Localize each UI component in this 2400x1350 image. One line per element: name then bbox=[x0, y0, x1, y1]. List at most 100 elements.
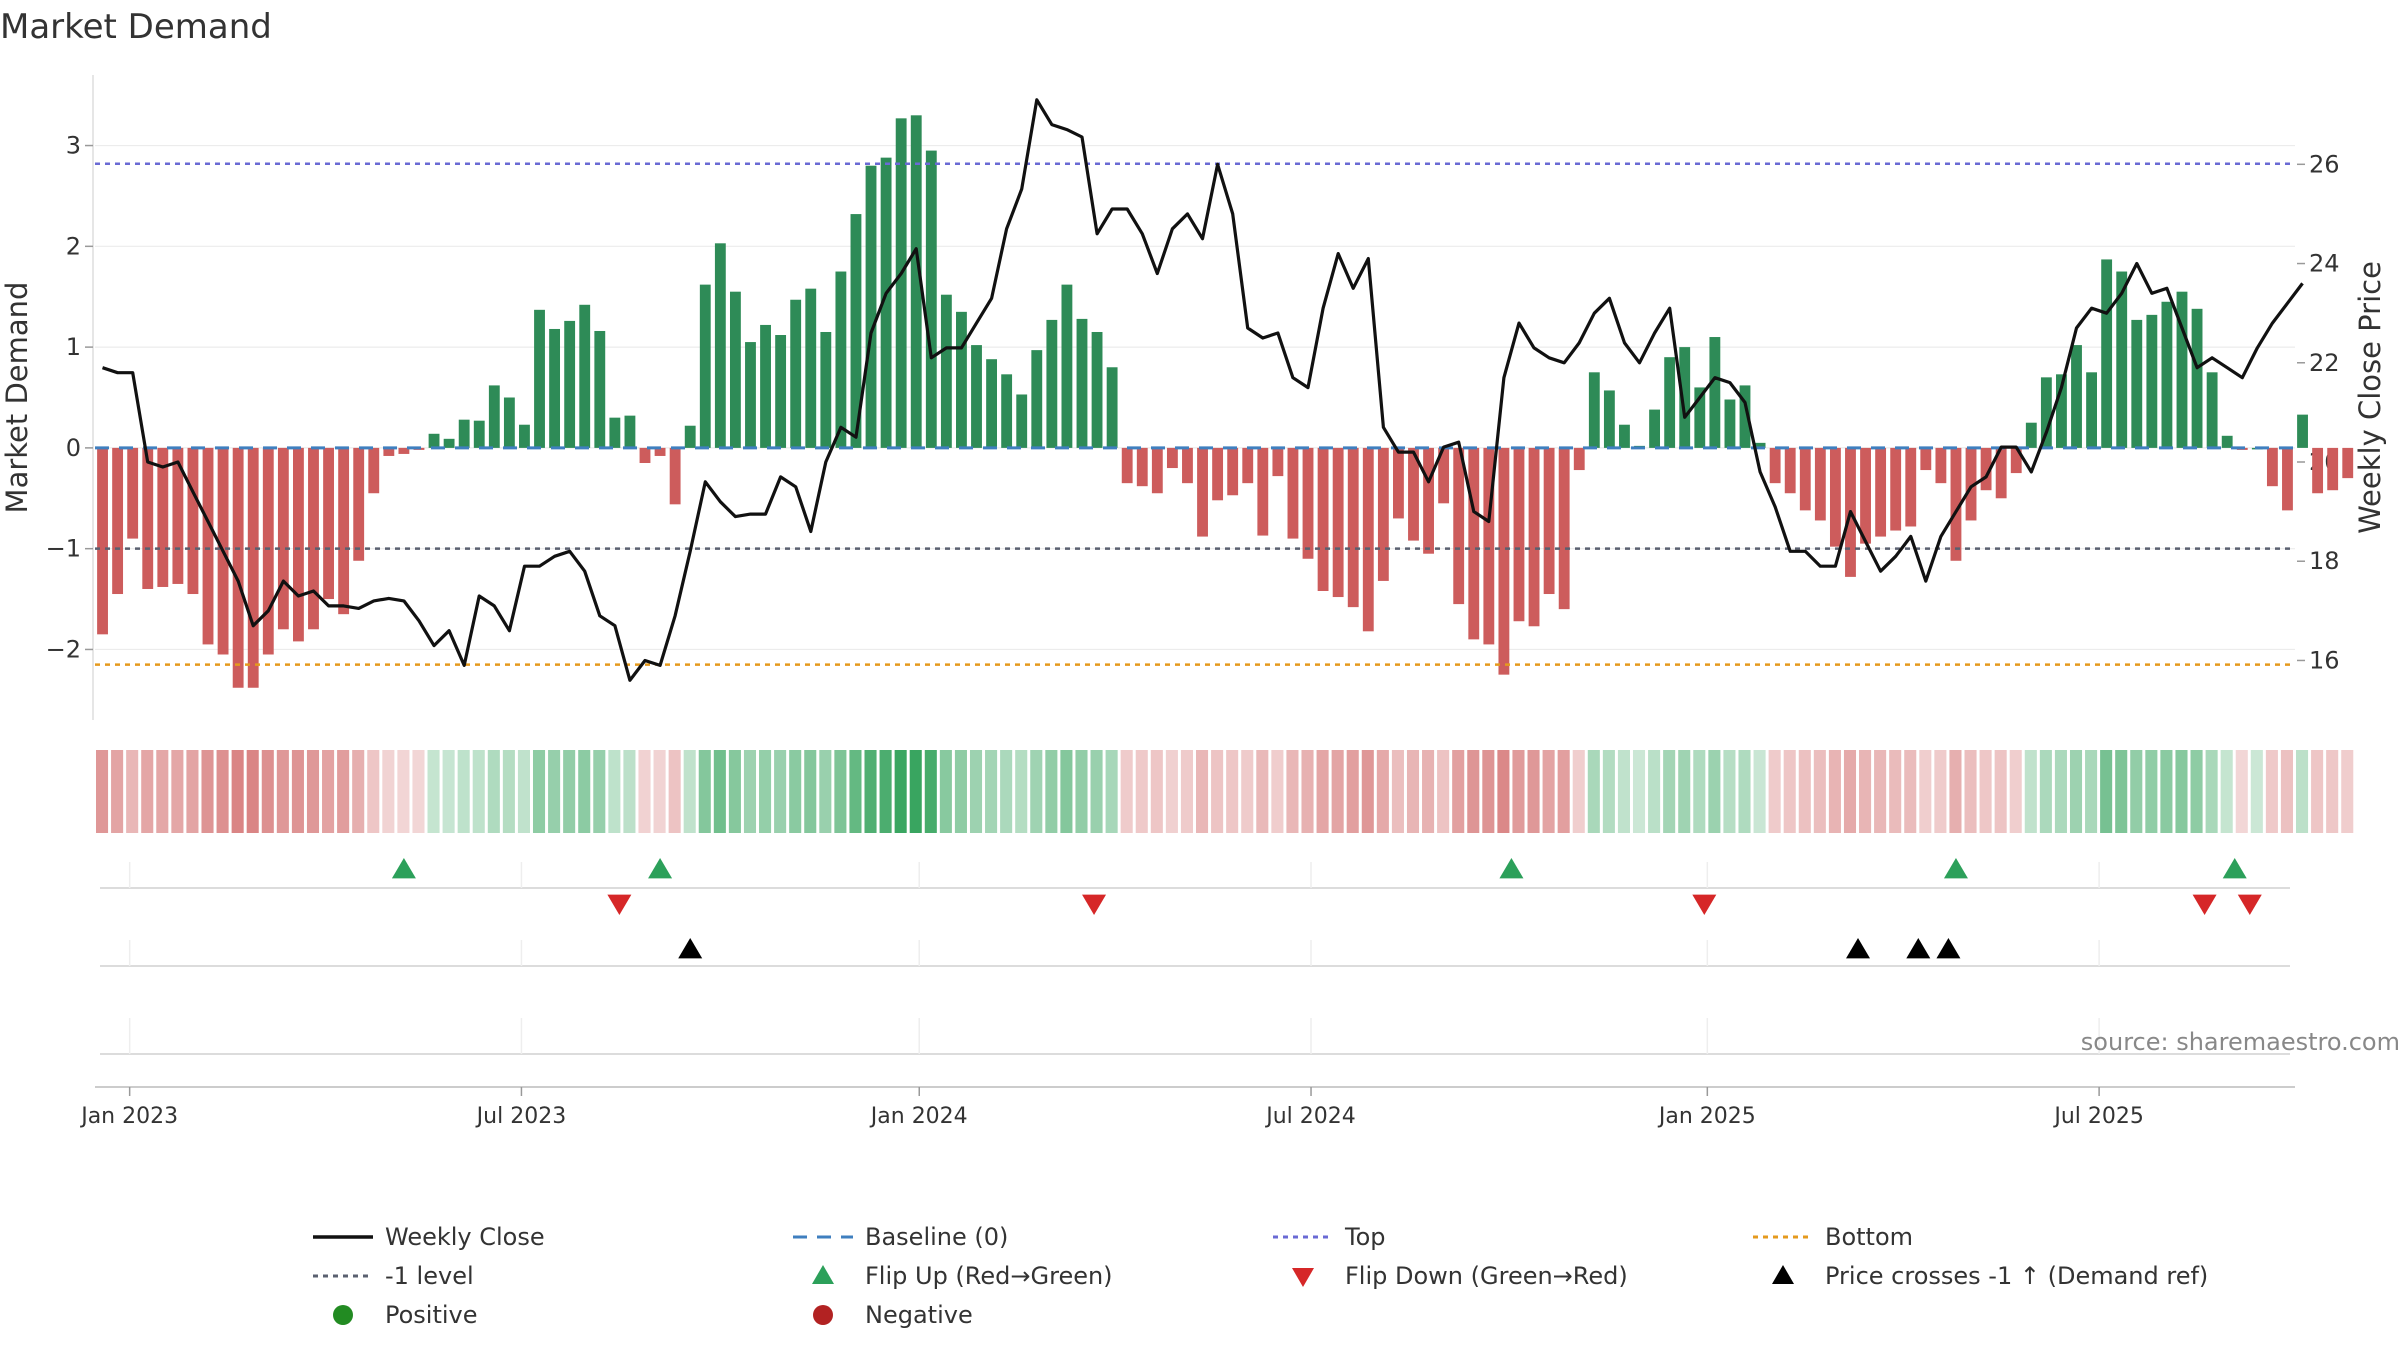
heat-cell bbox=[2145, 750, 2158, 833]
heat-cell bbox=[939, 750, 952, 833]
heat-cell bbox=[306, 750, 320, 833]
heat-cell bbox=[1467, 750, 1480, 833]
heat-cell bbox=[759, 750, 772, 833]
heat-cell bbox=[1783, 750, 1796, 833]
heat-cell bbox=[1090, 750, 1103, 833]
demand-bar bbox=[1197, 447, 1208, 537]
demand-bar bbox=[1950, 447, 1962, 561]
demand-bar bbox=[1317, 447, 1329, 591]
heat-cell bbox=[1437, 750, 1450, 833]
heat-cell bbox=[231, 750, 244, 833]
heat-cell bbox=[517, 750, 530, 833]
heat-cell bbox=[1301, 750, 1314, 833]
heat-cell bbox=[698, 750, 711, 833]
demand-bar bbox=[745, 342, 756, 448]
heat-cell bbox=[1105, 750, 1118, 833]
demand-bar bbox=[277, 447, 289, 630]
heat-cell bbox=[1934, 750, 1947, 833]
legend-item: Positive bbox=[333, 1301, 478, 1329]
heat-cell bbox=[909, 750, 922, 833]
demand-bar bbox=[1393, 447, 1404, 519]
heat-cell bbox=[1889, 750, 1902, 833]
demand-bar bbox=[2040, 377, 2052, 448]
demand-bar bbox=[1528, 447, 1540, 627]
heat-cell bbox=[397, 750, 410, 833]
y2-tick-label: 18 bbox=[2309, 547, 2340, 575]
demand-bar bbox=[503, 397, 515, 448]
heat-cell bbox=[126, 750, 139, 833]
heat-cell bbox=[1000, 750, 1013, 833]
legend-swatch bbox=[333, 1305, 353, 1325]
y2-axis-label: Weekly Close Price bbox=[2353, 261, 2387, 534]
heat-cell bbox=[2190, 750, 2203, 833]
demand-bar bbox=[157, 447, 169, 587]
demand-bar bbox=[202, 447, 214, 645]
signal-panels bbox=[100, 858, 2290, 1055]
demand-bar bbox=[639, 447, 651, 464]
flip-up-marker bbox=[1943, 858, 1968, 879]
demand-bar bbox=[940, 294, 952, 448]
heat-cell bbox=[1602, 750, 1615, 833]
heat-cell bbox=[367, 750, 380, 833]
heat-cell bbox=[1030, 750, 1043, 833]
demand-bar bbox=[1076, 318, 1088, 448]
demand-bar bbox=[624, 415, 636, 448]
demand-bar bbox=[1182, 447, 1193, 484]
heat-cell bbox=[1859, 750, 1872, 833]
legend-label: Baseline (0) bbox=[865, 1223, 1008, 1251]
demand-bar bbox=[2010, 447, 2022, 474]
heat-cell bbox=[1557, 750, 1570, 833]
heat-cell bbox=[1361, 750, 1374, 833]
legend-label: Weekly Close bbox=[385, 1223, 545, 1251]
demand-bar bbox=[1362, 447, 1374, 632]
legend-item: Price crosses -1 ↑ (Demand ref) bbox=[1772, 1262, 2208, 1290]
legend-item: Top bbox=[1273, 1223, 1386, 1251]
legend-label: -1 level bbox=[385, 1262, 474, 1290]
heat-cell bbox=[2115, 750, 2128, 833]
legend-item: Weekly Close bbox=[313, 1223, 545, 1251]
demand-bar bbox=[1860, 447, 1871, 544]
demand-bar bbox=[2101, 259, 2113, 448]
demand-bar bbox=[1166, 447, 1178, 469]
demand-bar bbox=[1875, 447, 1887, 537]
demand-bar bbox=[473, 420, 485, 448]
demand-bar bbox=[142, 447, 154, 589]
heat-cell bbox=[1678, 750, 1691, 833]
heat-cell bbox=[849, 750, 862, 833]
y-axis-label: Market Demand bbox=[0, 282, 34, 514]
heat-cell bbox=[1798, 750, 1811, 833]
demand-bar bbox=[1272, 447, 1284, 477]
heat-cell bbox=[1768, 750, 1781, 833]
flip-down-marker bbox=[2192, 894, 2217, 915]
demand-bar bbox=[1905, 447, 1917, 527]
demand-bar bbox=[383, 447, 395, 456]
weekly-close-line bbox=[101, 98, 2304, 682]
demand-bar bbox=[880, 157, 892, 448]
heat-cell bbox=[352, 750, 365, 833]
demand-bar bbox=[579, 304, 591, 448]
legend-item: Baseline (0) bbox=[793, 1223, 1008, 1251]
heat-cell bbox=[789, 750, 802, 833]
y-tick-label: 1 bbox=[66, 333, 81, 361]
heat-cell bbox=[322, 750, 335, 833]
y-tick-label: 2 bbox=[66, 232, 81, 260]
heat-cell bbox=[819, 750, 832, 833]
y-tick-label: 0 bbox=[66, 434, 81, 462]
heat-cell bbox=[291, 750, 304, 833]
demand-bar bbox=[865, 165, 877, 448]
demand-bar bbox=[1588, 372, 1600, 448]
heat-cell bbox=[713, 750, 726, 833]
heat-cell bbox=[1211, 750, 1224, 833]
demand-bar bbox=[775, 335, 787, 448]
y2-tick-label: 22 bbox=[2309, 349, 2340, 377]
legend-label: Negative bbox=[865, 1301, 973, 1329]
heat-cell bbox=[638, 750, 651, 833]
heat-cell bbox=[864, 750, 877, 833]
demand-bar bbox=[2342, 447, 2354, 479]
heat-cell bbox=[1135, 750, 1148, 833]
y-tick-label: 3 bbox=[66, 132, 81, 160]
demand-bar bbox=[1408, 447, 1419, 541]
demand-bar bbox=[2176, 291, 2188, 448]
heat-cell bbox=[1316, 750, 1329, 833]
heat-cell bbox=[1482, 750, 1495, 833]
